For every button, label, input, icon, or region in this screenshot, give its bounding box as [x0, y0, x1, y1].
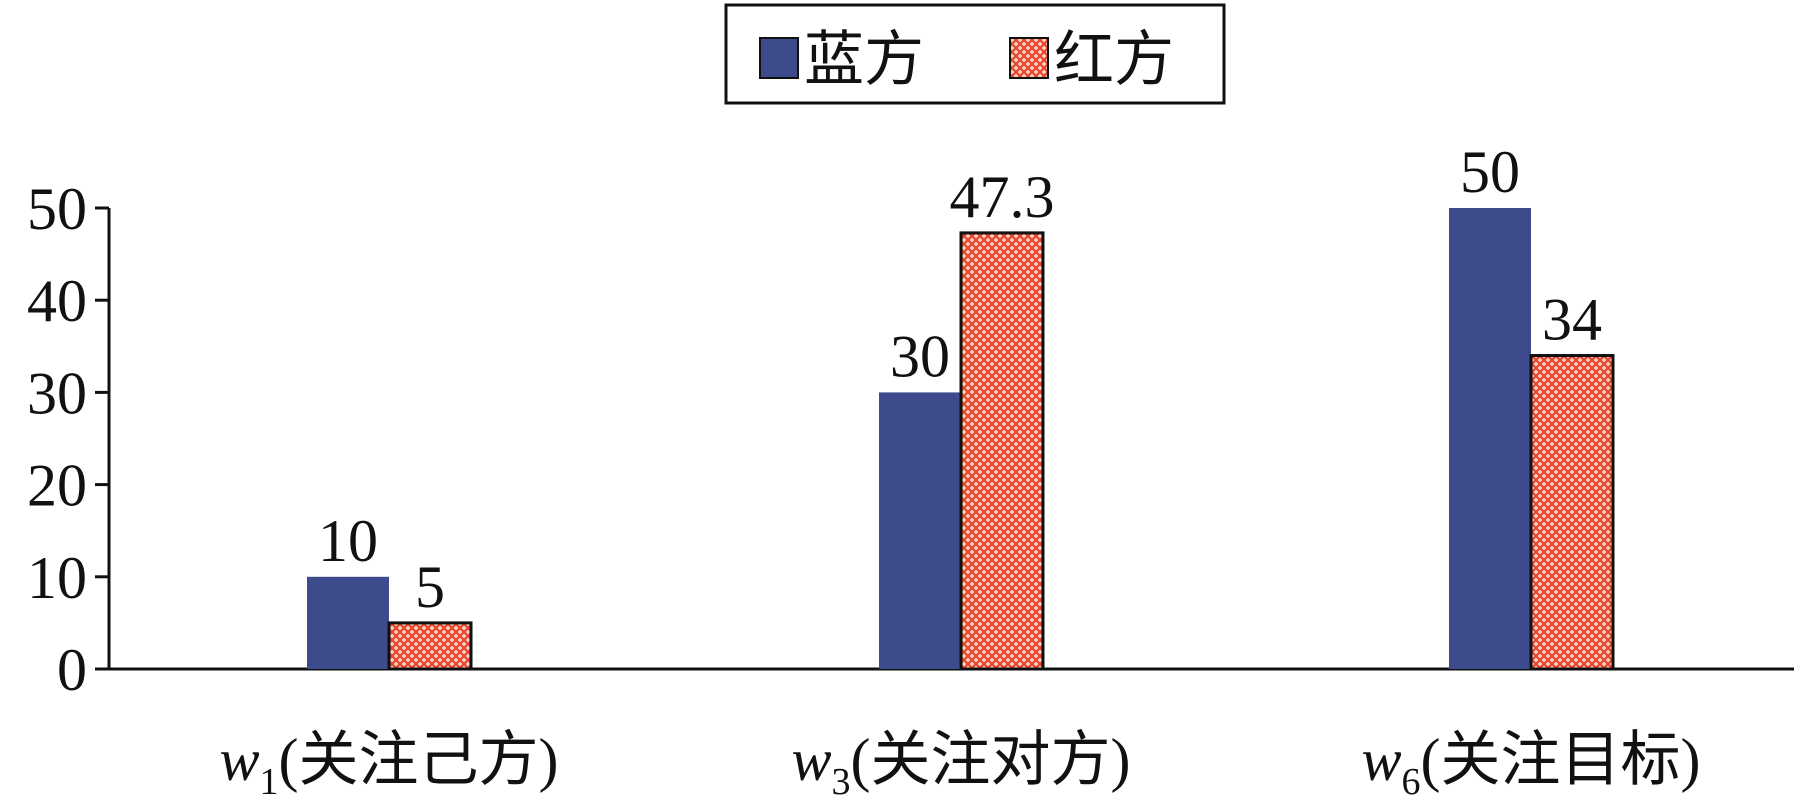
category-label: (关注对方): [851, 727, 1131, 793]
x-tick-label: w3(关注对方): [792, 727, 1131, 803]
x-tick-label: w1(关注己方): [220, 727, 559, 803]
y-tick-label: 50: [27, 176, 87, 242]
category-symbol: w: [220, 727, 260, 793]
bar: [1449, 208, 1531, 669]
legend-swatch: [759, 37, 799, 79]
category-subscript: 6: [1402, 761, 1421, 803]
data-label: 30: [890, 323, 950, 389]
category-label: (关注目标): [1421, 727, 1701, 793]
category-symbol: w: [1362, 727, 1402, 793]
category-subscript: 1: [260, 761, 279, 803]
data-label: 10: [318, 508, 378, 574]
data-label: 50: [1460, 139, 1520, 205]
y-tick-label: 10: [27, 545, 87, 611]
legend-label: 蓝方: [804, 27, 924, 93]
x-tick-label: w6(关注目标): [1362, 727, 1701, 803]
legend-swatch: [1009, 37, 1049, 79]
legend-label: 红方: [1054, 27, 1174, 93]
category-symbol: w: [792, 727, 832, 793]
y-tick-label: 40: [27, 268, 87, 334]
data-label: 34: [1542, 287, 1602, 353]
data-label: 47.3: [950, 164, 1055, 230]
bar: [879, 392, 961, 669]
y-tick-label: 20: [27, 453, 87, 519]
y-tick-label: 0: [57, 637, 87, 703]
category-label: (关注己方): [279, 727, 559, 793]
category-subscript: 3: [832, 761, 851, 803]
data-label: 5: [415, 554, 445, 620]
bar: [307, 576, 389, 669]
bar: [1529, 354, 1615, 671]
y-tick-label: 30: [27, 360, 87, 426]
legend-box: [724, 3, 1226, 105]
bar: [387, 621, 473, 671]
bar: [959, 231, 1045, 671]
